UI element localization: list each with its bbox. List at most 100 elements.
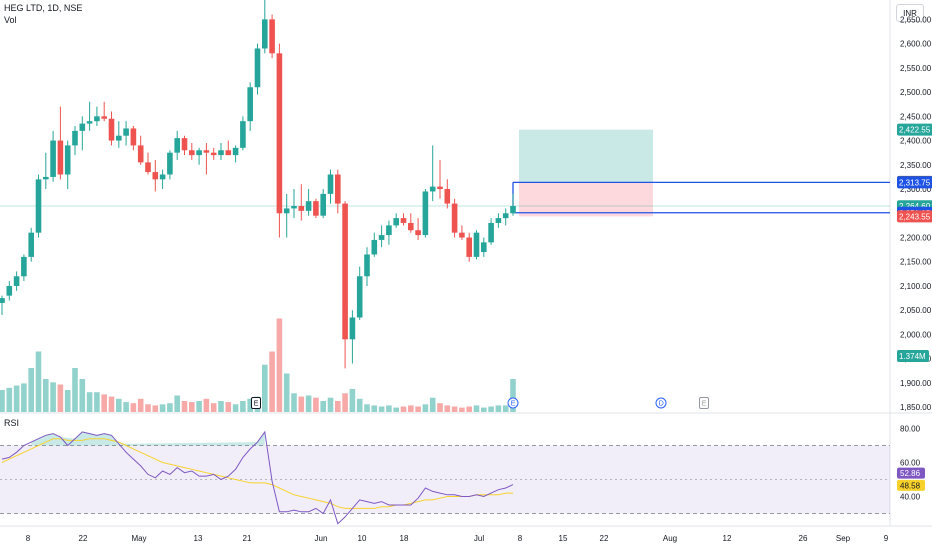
main-pane: [0, 0, 932, 527]
price-badge: 2,422.55: [897, 123, 932, 136]
time-tick-label: May: [131, 534, 146, 543]
price-tick-label: 2,500.00: [900, 88, 932, 97]
time-tick-label: 15: [559, 534, 568, 543]
price-badge-bg: [897, 123, 932, 136]
candle-body: [335, 174, 341, 204]
volume-badge: 1.374M: [897, 350, 929, 362]
volume-bar: [510, 379, 516, 412]
volume-bar: [437, 403, 443, 412]
volume-bar: [6, 387, 13, 412]
price-tick-label: 2,100.00: [900, 282, 932, 291]
volume-bar: [72, 368, 78, 412]
price-badge-bg: [897, 210, 932, 223]
price-tick-label: 2,350.00: [900, 161, 932, 170]
candle-body: [174, 138, 180, 153]
candles: [0, 0, 516, 369]
candle-body: [510, 206, 516, 214]
volume-bar: [422, 404, 429, 412]
rsi-badge: 48.58: [897, 479, 925, 491]
volume-bar: [283, 373, 290, 412]
currency-button[interactable]: INR: [896, 4, 924, 22]
candle-body: [429, 186, 436, 192]
volume-bar: [35, 351, 42, 412]
volume-bar: [276, 318, 283, 412]
candle-body: [422, 191, 429, 236]
volume-bar: [108, 396, 115, 412]
price-badge-bg: [897, 176, 932, 189]
volume-bar: [327, 397, 334, 412]
symbol-title[interactable]: HEG LTD, 1D, NSE: [4, 3, 83, 13]
price-badge-label: 2,313.75: [899, 178, 931, 187]
candle-body: [86, 121, 93, 124]
volume-bar: [57, 384, 64, 412]
time-tick-label: 26: [799, 534, 808, 543]
candle-body: [43, 176, 49, 180]
volume-bar: [481, 407, 487, 412]
event-marker: D: [655, 397, 667, 409]
candle-body: [276, 53, 283, 214]
candle-body: [364, 254, 370, 277]
volume-bar: [349, 388, 356, 412]
time-axis[interactable]: 8 22 May 13 21 Jun 10 18 Jul 8 15 22 Aug 12 26 Sep 9: [26, 534, 889, 543]
candle-body: [400, 218, 407, 223]
volume-bar: [64, 390, 71, 412]
rsi-badge-label: 52.86: [900, 469, 921, 478]
volume-bar: [502, 405, 509, 412]
stop-zone: [519, 182, 653, 217]
candle-body: [247, 87, 253, 122]
candle-body: [181, 138, 188, 151]
event-marker: E: [507, 397, 519, 409]
candle-body: [378, 235, 385, 240]
time-tick-label: Sep: [836, 534, 851, 543]
price-tick-label: 2,600.00: [900, 40, 932, 49]
rsi-badge-bg: [897, 479, 925, 491]
time-tick-label: 12: [723, 534, 732, 543]
candle-body: [408, 222, 414, 231]
volume-bar: [386, 405, 392, 412]
volume-badge-label: 1.374M: [899, 352, 926, 361]
volume-bar: [232, 404, 239, 412]
candle-body: [393, 218, 399, 226]
event-marker: E: [699, 397, 709, 409]
price-badge-label: 2,264.60: [899, 202, 931, 211]
time-tick-label: 8: [26, 534, 31, 543]
price-tick-label: 2,400.00: [900, 137, 932, 146]
volume-bar: [159, 404, 166, 412]
volume-legend[interactable]: Vol: [4, 15, 17, 25]
candle-body: [218, 150, 224, 156]
candle-body: [130, 128, 137, 146]
candle-body: [342, 203, 348, 340]
price-axis[interactable]: 2,650.00 2,600.00 2,550.00 2,500.00 2,450.00…: [897, 15, 932, 502]
volume-bar: [21, 383, 27, 412]
candle-body: [189, 150, 195, 156]
volume-bar: [123, 402, 129, 412]
volume-bar: [451, 406, 458, 412]
time-tick-label: 22: [600, 534, 609, 543]
event-marker-bg: [507, 397, 519, 409]
event-marker-label: E: [254, 401, 259, 408]
volume-bar: [43, 379, 49, 412]
volume-bar: [269, 351, 275, 412]
price-tick-label: 2,200.00: [900, 234, 932, 243]
rsi-legend[interactable]: RSI: [4, 418, 20, 428]
candle-body: [305, 201, 312, 211]
candle-body: [269, 19, 275, 54]
candle-body: [451, 203, 458, 233]
time-tick-label: 9: [884, 534, 889, 543]
event-marker: E: [251, 397, 261, 409]
candle-body: [320, 193, 326, 216]
volume-bar: [371, 405, 378, 412]
candle-body: [254, 48, 261, 88]
rsi-ma-line: [1, 438, 513, 509]
rsi-badge: 52.86: [897, 467, 925, 479]
candle-body: [437, 186, 443, 190]
candle-body: [466, 237, 472, 257]
volume-bar: [473, 405, 480, 412]
price-badge: 2,243.55: [897, 210, 932, 223]
candle-body: [415, 230, 421, 236]
position-tool[interactable]: [0, 129, 890, 217]
price-tick-label: 1,900.00: [900, 379, 932, 388]
volume-bar: [415, 406, 421, 412]
